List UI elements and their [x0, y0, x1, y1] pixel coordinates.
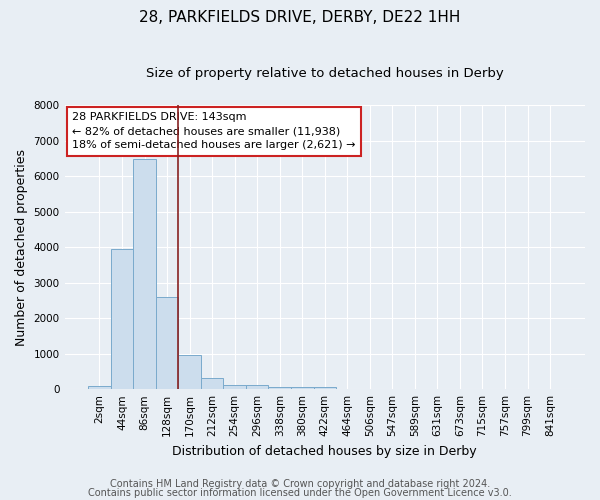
- Title: Size of property relative to detached houses in Derby: Size of property relative to detached ho…: [146, 68, 503, 80]
- Y-axis label: Number of detached properties: Number of detached properties: [15, 148, 28, 346]
- Text: Contains public sector information licensed under the Open Government Licence v3: Contains public sector information licen…: [88, 488, 512, 498]
- Bar: [201, 378, 223, 389]
- Bar: [314, 387, 336, 389]
- X-axis label: Distribution of detached houses by size in Derby: Distribution of detached houses by size …: [172, 444, 477, 458]
- Bar: [178, 356, 201, 389]
- Bar: [88, 386, 111, 389]
- Bar: [223, 384, 246, 389]
- Text: 28, PARKFIELDS DRIVE, DERBY, DE22 1HH: 28, PARKFIELDS DRIVE, DERBY, DE22 1HH: [139, 10, 461, 25]
- Bar: [268, 386, 291, 389]
- Bar: [246, 386, 268, 389]
- Bar: [111, 249, 133, 389]
- Bar: [156, 297, 178, 389]
- Bar: [291, 387, 314, 389]
- Bar: [133, 158, 156, 389]
- Text: Contains HM Land Registry data © Crown copyright and database right 2024.: Contains HM Land Registry data © Crown c…: [110, 479, 490, 489]
- Text: 28 PARKFIELDS DRIVE: 143sqm
← 82% of detached houses are smaller (11,938)
18% of: 28 PARKFIELDS DRIVE: 143sqm ← 82% of det…: [73, 112, 356, 150]
